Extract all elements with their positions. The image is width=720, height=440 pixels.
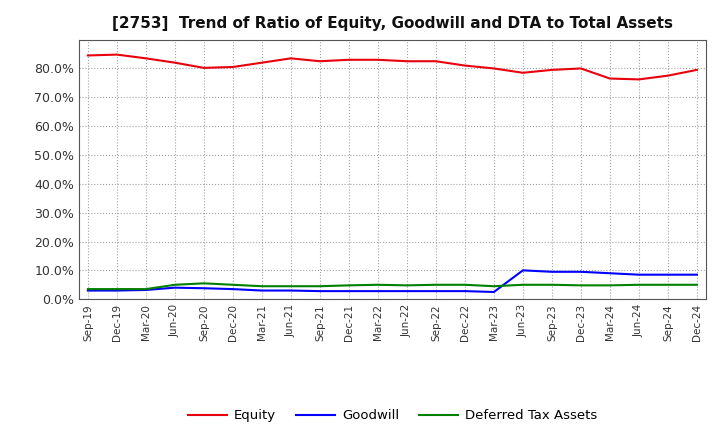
Deferred Tax Assets xyxy=(606,283,614,288)
Deferred Tax Assets xyxy=(374,282,382,287)
Goodwill xyxy=(84,288,92,293)
Deferred Tax Assets xyxy=(84,286,92,292)
Equity xyxy=(431,59,440,64)
Goodwill xyxy=(461,289,469,294)
Deferred Tax Assets xyxy=(112,286,121,292)
Goodwill xyxy=(374,289,382,294)
Equity xyxy=(142,56,150,61)
Equity xyxy=(199,65,208,70)
Deferred Tax Assets xyxy=(693,282,701,287)
Goodwill xyxy=(112,288,121,293)
Goodwill xyxy=(577,269,585,275)
Equity xyxy=(548,67,557,73)
Equity xyxy=(461,63,469,68)
Goodwill xyxy=(548,269,557,275)
Goodwill xyxy=(345,289,354,294)
Goodwill xyxy=(606,271,614,276)
Equity xyxy=(287,56,295,61)
Equity xyxy=(84,53,92,58)
Goodwill xyxy=(142,287,150,293)
Equity xyxy=(606,76,614,81)
Goodwill xyxy=(518,268,527,273)
Line: Goodwill: Goodwill xyxy=(88,270,697,292)
Deferred Tax Assets xyxy=(577,283,585,288)
Deferred Tax Assets xyxy=(228,282,237,287)
Deferred Tax Assets xyxy=(548,282,557,287)
Equity xyxy=(228,64,237,70)
Goodwill xyxy=(287,288,295,293)
Goodwill xyxy=(402,289,411,294)
Line: Deferred Tax Assets: Deferred Tax Assets xyxy=(88,283,697,289)
Equity xyxy=(518,70,527,75)
Equity xyxy=(112,52,121,57)
Deferred Tax Assets xyxy=(258,284,266,289)
Deferred Tax Assets xyxy=(287,284,295,289)
Equity xyxy=(490,66,498,71)
Deferred Tax Assets xyxy=(199,281,208,286)
Goodwill xyxy=(258,288,266,293)
Goodwill xyxy=(693,272,701,277)
Deferred Tax Assets xyxy=(142,286,150,292)
Equity xyxy=(171,60,179,65)
Deferred Tax Assets xyxy=(431,282,440,287)
Goodwill xyxy=(315,289,324,294)
Deferred Tax Assets xyxy=(518,282,527,287)
Legend: Equity, Goodwill, Deferred Tax Assets: Equity, Goodwill, Deferred Tax Assets xyxy=(182,404,603,428)
Deferred Tax Assets xyxy=(461,282,469,287)
Goodwill xyxy=(490,290,498,295)
Equity xyxy=(374,57,382,62)
Deferred Tax Assets xyxy=(315,284,324,289)
Deferred Tax Assets xyxy=(171,282,179,287)
Line: Equity: Equity xyxy=(88,55,697,79)
Equity xyxy=(664,73,672,78)
Equity xyxy=(634,77,643,82)
Goodwill xyxy=(171,285,179,290)
Equity xyxy=(693,67,701,73)
Equity xyxy=(315,59,324,64)
Equity xyxy=(345,57,354,62)
Equity xyxy=(258,60,266,65)
Equity xyxy=(402,59,411,64)
Deferred Tax Assets xyxy=(402,283,411,288)
Deferred Tax Assets xyxy=(490,284,498,289)
Deferred Tax Assets xyxy=(345,283,354,288)
Goodwill xyxy=(228,286,237,292)
Title: [2753]  Trend of Ratio of Equity, Goodwill and DTA to Total Assets: [2753] Trend of Ratio of Equity, Goodwil… xyxy=(112,16,673,32)
Goodwill xyxy=(634,272,643,277)
Deferred Tax Assets xyxy=(634,282,643,287)
Goodwill xyxy=(431,289,440,294)
Goodwill xyxy=(664,272,672,277)
Equity xyxy=(577,66,585,71)
Deferred Tax Assets xyxy=(664,282,672,287)
Goodwill xyxy=(199,286,208,291)
